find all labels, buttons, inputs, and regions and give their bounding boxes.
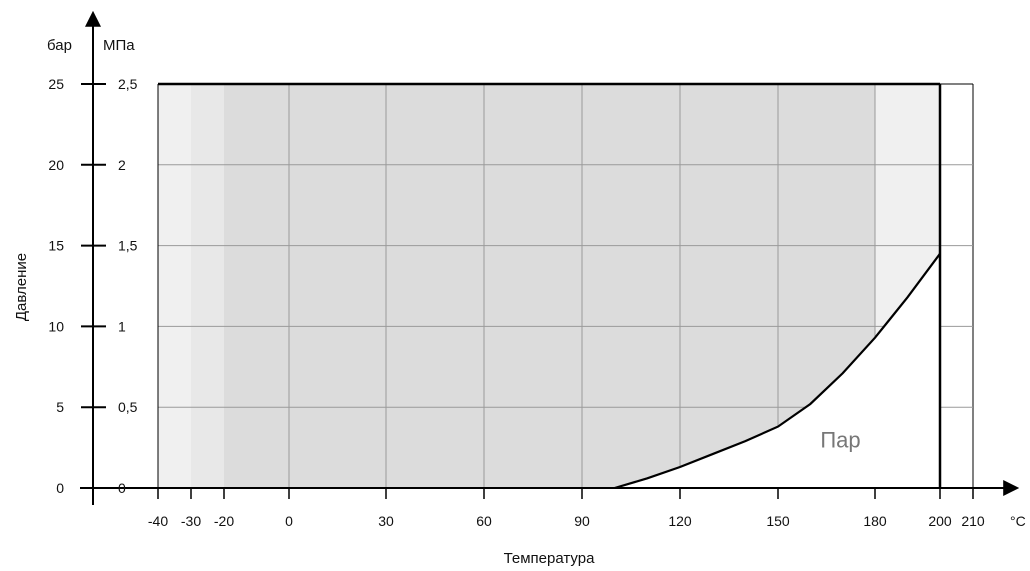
x-tick-label: -30 — [181, 513, 201, 529]
x-tick-label: 200 — [928, 513, 952, 529]
y-tick-label-mpa: 2 — [118, 157, 126, 173]
x-tick-label: 60 — [476, 513, 492, 529]
steam-region — [614, 253, 940, 488]
y-tick-label-bar: 15 — [48, 238, 64, 254]
region-1 — [191, 84, 224, 488]
y-tick-label-mpa: 0,5 — [118, 399, 138, 415]
steam-area — [614, 253, 940, 488]
y-tick-label-mpa: 0 — [118, 480, 126, 496]
y-tick-label-mpa: 2,5 — [118, 76, 138, 92]
region-2 — [224, 84, 875, 488]
x-tick-labels: -40 -30 -20 0 30 60 90 120 150 180 200 210 — [148, 513, 985, 529]
steam-curve — [614, 253, 941, 490]
x-axis-title: Температура — [504, 550, 596, 567]
boundary-lines — [157, 82, 973, 490]
x-tick-label: 150 — [766, 513, 790, 529]
y-tick-label-bar: 0 — [56, 480, 64, 496]
x-tick-label: 180 — [863, 513, 887, 529]
axes — [80, 10, 1020, 505]
y-unit-left-label: бар — [47, 37, 72, 54]
x-tick-label: 30 — [378, 513, 394, 529]
y-tick-labels: 0 0 5 0,5 10 1 15 1,5 20 2 25 2,5 — [48, 76, 137, 496]
x-tick-label: 0 — [285, 513, 293, 529]
x-tick-label: -40 — [148, 513, 168, 529]
steam-region-label: Пар — [820, 428, 860, 453]
x-tick-label: -20 — [214, 513, 234, 529]
y-tick-label-bar: 25 — [48, 76, 64, 92]
y-axis-title: Давление — [13, 253, 30, 321]
y-tick-label-bar: 5 — [56, 399, 64, 415]
y-tick-label-bar: 20 — [48, 157, 64, 173]
x-tick-label: 210 — [961, 513, 985, 529]
region-0 — [158, 84, 191, 488]
operating-regions — [158, 84, 940, 488]
x-tick-label: 120 — [668, 513, 692, 529]
x-tick-label: 90 — [574, 513, 590, 529]
grid-lines — [158, 84, 974, 488]
y-tick-label-bar: 10 — [48, 318, 64, 334]
y-tick-label-mpa: 1 — [118, 318, 126, 334]
y-tick-label-mpa: 1,5 — [118, 238, 138, 254]
y-unit-right-label: МПа — [103, 37, 135, 54]
x-unit-label: °C — [1010, 513, 1026, 529]
